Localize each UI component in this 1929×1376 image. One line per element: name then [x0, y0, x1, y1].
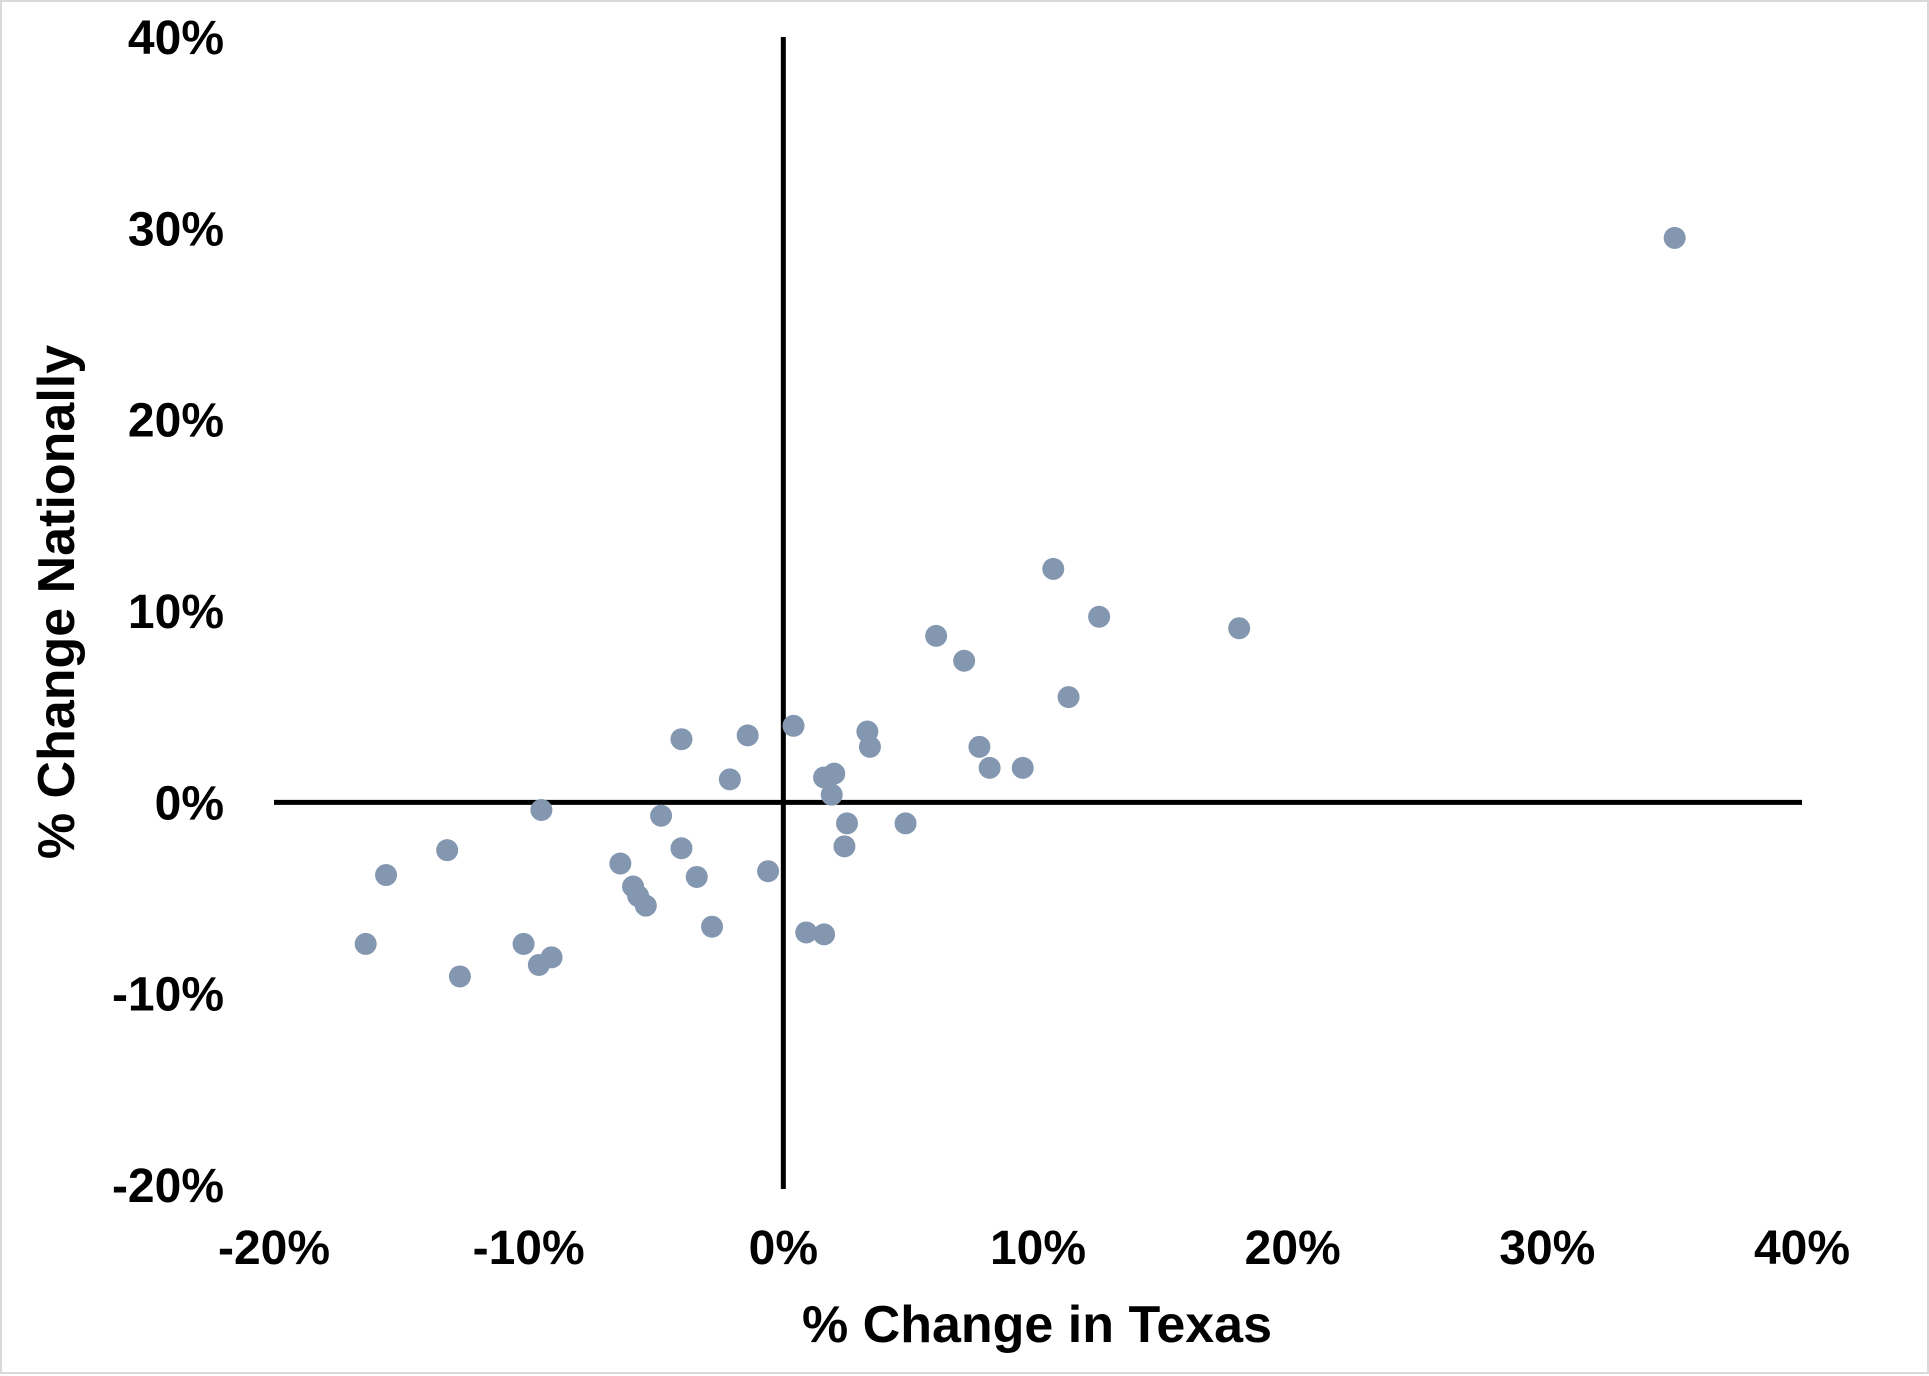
- scatter-point: [530, 798, 553, 821]
- scatter-point: [701, 915, 724, 938]
- scatter-point: [512, 932, 535, 955]
- scatter-point: [1663, 226, 1686, 249]
- scatter-point: [813, 923, 836, 946]
- scatter-point: [894, 812, 917, 835]
- scatter-point: [670, 728, 693, 751]
- axes-layer: [274, 37, 1802, 1189]
- scatter-point: [1011, 756, 1034, 779]
- scatter-point: [820, 783, 843, 806]
- scatter-point: [1088, 605, 1111, 628]
- y-tick-label: 0%: [155, 777, 224, 830]
- y-axis-title: % Change Nationally: [28, 345, 86, 859]
- y-tick-label: -20%: [112, 1160, 224, 1213]
- scatter-point: [953, 649, 976, 672]
- y-tick-labels: 40% 30% 20% 10% 0% -10% -20%: [112, 12, 224, 1213]
- scatter-point: [925, 624, 948, 647]
- y-tick-label: 20%: [128, 395, 224, 448]
- x-tick-label: 40%: [1754, 1222, 1850, 1275]
- scatter-point: [1042, 557, 1065, 580]
- scatter-point: [609, 852, 632, 875]
- scatter-point: [634, 894, 657, 917]
- y-tick-label: 30%: [128, 203, 224, 256]
- x-tick-label: 10%: [990, 1222, 1086, 1275]
- data-points: [354, 226, 1686, 988]
- scatter-point: [968, 735, 991, 758]
- scatter-point: [833, 835, 856, 858]
- y-tick-label: -10%: [112, 969, 224, 1022]
- scatter-point: [685, 865, 708, 888]
- scatter-point: [718, 768, 741, 791]
- scatter-point: [978, 756, 1001, 779]
- x-tick-label: 30%: [1499, 1222, 1595, 1275]
- scatter-point: [858, 735, 881, 758]
- x-axis-title: % Change in Texas: [802, 1296, 1272, 1354]
- scatter-point: [354, 932, 377, 955]
- scatter-point: [527, 953, 550, 976]
- scatter-point: [448, 965, 471, 988]
- scatter-point: [375, 864, 398, 887]
- x-tick-label: -20%: [218, 1222, 330, 1275]
- scatter-point: [1228, 617, 1251, 640]
- x-tick-label: 20%: [1245, 1222, 1341, 1275]
- scatter-point: [650, 804, 673, 827]
- y-tick-label: 10%: [128, 586, 224, 639]
- scatter-point: [736, 724, 759, 747]
- scatter-point: [813, 766, 836, 789]
- x-tick-label: 0%: [749, 1222, 818, 1275]
- y-tick-label: 40%: [128, 12, 224, 65]
- x-tick-labels: -20% -10% 0% 10% 20% 30% 40%: [218, 1222, 1850, 1275]
- scatter-point: [795, 921, 818, 944]
- scatter-point: [1057, 686, 1080, 709]
- scatter-point: [836, 812, 858, 835]
- scatter-point: [670, 837, 693, 860]
- x-tick-label: -10%: [473, 1222, 585, 1275]
- scatter-point: [782, 714, 805, 737]
- scatter-point: [436, 839, 459, 862]
- scatter-point: [757, 860, 780, 883]
